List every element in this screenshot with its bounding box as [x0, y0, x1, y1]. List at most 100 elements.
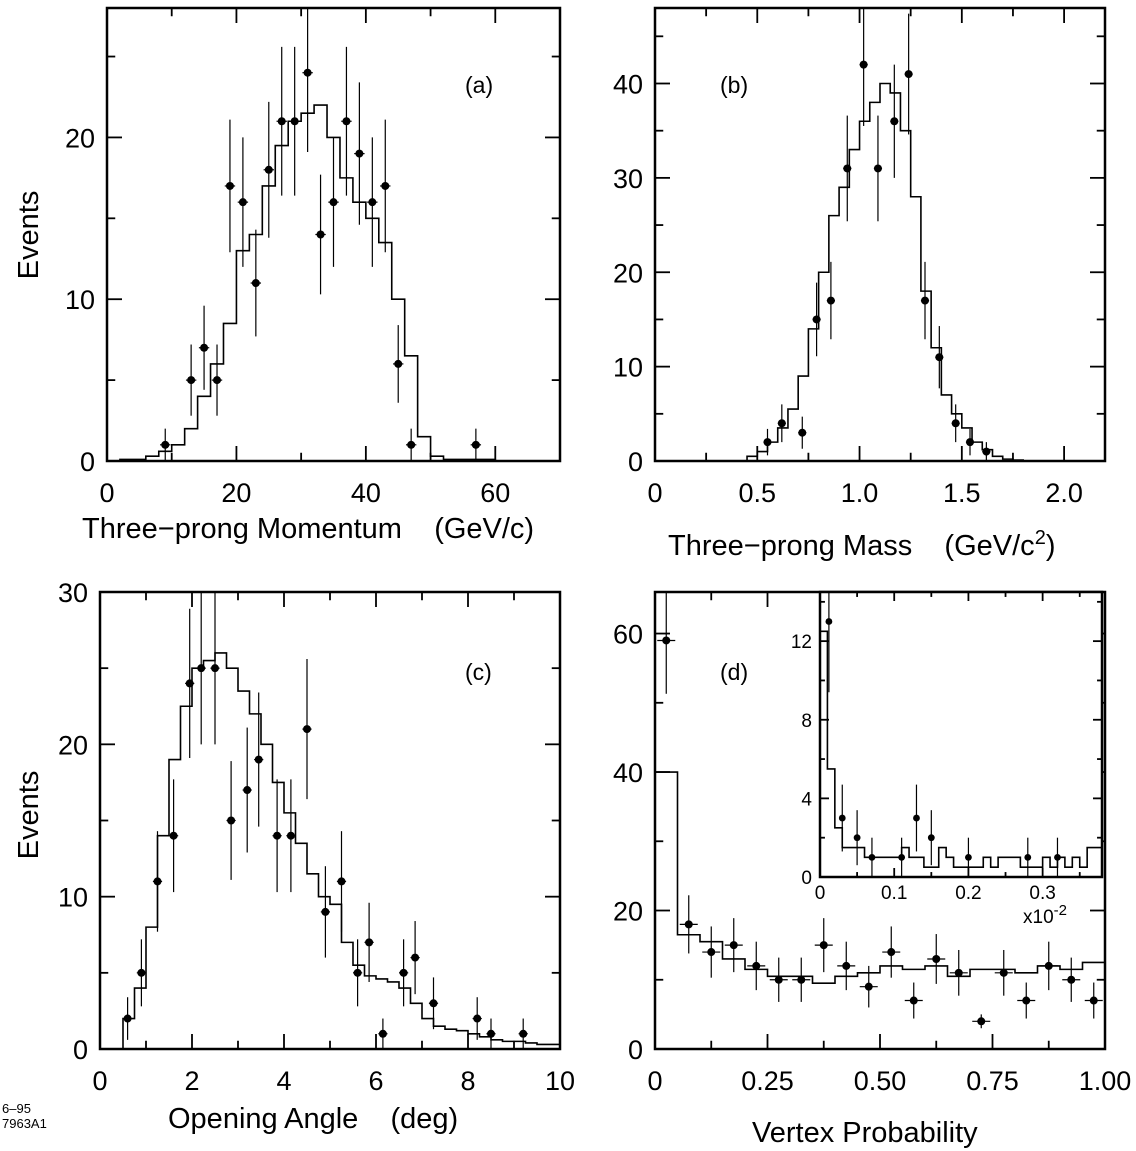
- panel-a-xlabel: Three−prong Momentum (GeV/c): [82, 513, 534, 545]
- panel-c-point-0: [123, 1014, 132, 1023]
- panel-a-point-14: [355, 149, 364, 158]
- panel-c-point-23: [519, 1029, 528, 1038]
- panel-a-point-12: [329, 198, 338, 207]
- panel-d-point-13: [954, 968, 963, 977]
- panel-d-inset-xtick-label-2: 0.2: [955, 883, 981, 904]
- panel-c-histogram: [122, 652, 561, 1049]
- panel-a-point-8: [277, 117, 286, 126]
- panel-b-xlabel-text: Three−prong Mass (GeV/c: [668, 530, 1035, 562]
- panel-b-point-4: [826, 296, 835, 305]
- panel-a-point-2: [200, 343, 209, 352]
- panel-b-xlabel: Three−prong Mass (GeV/c2): [668, 527, 1055, 562]
- panel-d-inset-point-9: [1054, 853, 1061, 861]
- panel-c-point-3: [169, 831, 178, 840]
- panel-c-point-19: [411, 953, 420, 962]
- panel-b-point-11: [935, 353, 944, 362]
- inset-scale-base: x10: [1023, 907, 1054, 928]
- panel-a-ylabel: Events: [13, 191, 45, 280]
- panel-b-point-0: [763, 438, 772, 447]
- panel-a-point-0: [161, 440, 170, 449]
- panel-b-ytick-label-4: 40: [613, 70, 643, 100]
- panel-b-point-3: [812, 315, 821, 324]
- panel-b-xtick-label-3: 1.5: [943, 478, 981, 508]
- panel-d-point-16: [1022, 996, 1031, 1005]
- panel-d-point-0: [662, 636, 671, 645]
- panel-c-point-6: [211, 664, 219, 673]
- panel-b-point-8: [890, 117, 899, 126]
- panel-d-point-6: [797, 975, 806, 984]
- panel-c-ytick-label-3: 30: [58, 578, 88, 608]
- panel-a-point-6: [251, 279, 260, 288]
- panel-d-inset-point-8: [1024, 853, 1032, 861]
- panel-c-xtick-label-0: 0: [92, 1066, 107, 1096]
- panel-b-label: (b): [720, 72, 748, 98]
- panel-c-point-10: [273, 831, 282, 840]
- panel-a-point-7: [264, 165, 273, 174]
- panel-d-inset-ytick-label-3: 12: [791, 632, 812, 653]
- panel-c-point-5: [197, 664, 206, 673]
- panel-d-inset-point-7: [965, 853, 972, 861]
- panel-c-point-9: [254, 755, 263, 764]
- panel-d-point-8: [842, 961, 851, 970]
- panel-d-histogram: [654, 771, 1106, 1049]
- panel-b: 0 0.5 1.0 1.5 2.0 0 10 20 30 40 (b) Three−prong Mas…: [613, 6, 1107, 562]
- panel-d-label: (d): [720, 659, 748, 685]
- inset-scale-exp: -2: [1054, 902, 1067, 919]
- panel-c-xtick-label-3: 6: [368, 1066, 383, 1096]
- panel-b-point-5: [843, 164, 852, 173]
- panel-d-xtick-label-4: 1.00: [1079, 1066, 1132, 1096]
- panel-c-point-17: [378, 1029, 387, 1038]
- panel-d-xtick-label-2: 0.50: [854, 1066, 907, 1096]
- panel-d-inset-ytick-label-2: 8: [801, 711, 812, 732]
- panel-d-inset: 0 0.1 0.2 0.3 0 4 8 12 x10-2: [791, 590, 1104, 928]
- panel-d-inset-point-5: [913, 814, 920, 822]
- panel-d-ytick-label-2: 40: [613, 758, 643, 788]
- panel-d-inset-point-3: [868, 853, 876, 861]
- panel-c: 0 2 4 6 8 10 0 10 20 30 (c) Opening Angle (deg) Even…: [13, 578, 575, 1135]
- panel-b-frame: [653, 6, 1107, 463]
- panel-a-point-15: [368, 198, 377, 207]
- panel-b-xtick-label-4: 2.0: [1045, 478, 1083, 508]
- panel-b-point-1: [777, 419, 786, 428]
- panel-c-point-2: [153, 877, 162, 886]
- panel-c-ytick-label-1: 10: [58, 883, 88, 913]
- panel-a-xtick-label-3: 60: [480, 478, 510, 508]
- panel-b-xlabel-sup: 2: [1035, 527, 1046, 549]
- panel-d-ytick-label-3: 60: [613, 620, 643, 650]
- panel-b-ytick-label-1: 10: [613, 353, 643, 383]
- panel-d-inset-point-0: [825, 618, 833, 625]
- panel-b-point-6: [859, 60, 868, 69]
- panel-b-xlabel-end: ): [1046, 530, 1056, 562]
- panel-b-ytick-label-0: 0: [628, 447, 643, 477]
- panel-c-xtick-label-1: 2: [184, 1066, 199, 1096]
- panel-d-inset-xtick-label-1: 0.1: [881, 883, 907, 904]
- panel-d-point-5: [774, 975, 783, 984]
- panel-c-xtick-label-5: 10: [545, 1066, 575, 1096]
- panel-d-point-11: [909, 996, 918, 1005]
- panel-d-point-9: [864, 982, 873, 991]
- panel-a-label: (a): [465, 72, 493, 98]
- panel-d-point-19: [1089, 996, 1098, 1005]
- panel-d-point-10: [887, 948, 896, 957]
- panel-a-point-19: [471, 440, 480, 449]
- panel-d-inset-background: [820, 592, 1102, 877]
- panel-c-point-8: [243, 786, 252, 795]
- inset-scale-label: x10-2: [1023, 902, 1067, 928]
- panel-d-point-17: [1044, 961, 1053, 970]
- panel-d-xlabel: Vertex Probability: [752, 1117, 978, 1149]
- panel-b-xtick-label-2: 1.0: [841, 478, 879, 508]
- panel-d-point-2: [707, 948, 716, 957]
- panel-d-inset-point-6: [927, 834, 935, 842]
- panel-d-inset-xtick-label-0: 0: [815, 883, 826, 904]
- panel-c-point-13: [321, 907, 330, 916]
- panel-d-inset-ytick-label-1: 4: [801, 789, 812, 810]
- panel-a-ytick-label-0: 0: [80, 447, 95, 477]
- panel-b-point-12: [951, 419, 960, 428]
- panel-c-point-4: [185, 679, 194, 688]
- panel-a-xtick-label-1: 20: [221, 478, 251, 508]
- panel-c-point-20: [429, 999, 438, 1008]
- panel-a-xtick-label-0: 0: [99, 478, 114, 508]
- panel-c-point-7: [227, 816, 236, 825]
- panel-d-xtick-label-3: 0.75: [966, 1066, 1019, 1096]
